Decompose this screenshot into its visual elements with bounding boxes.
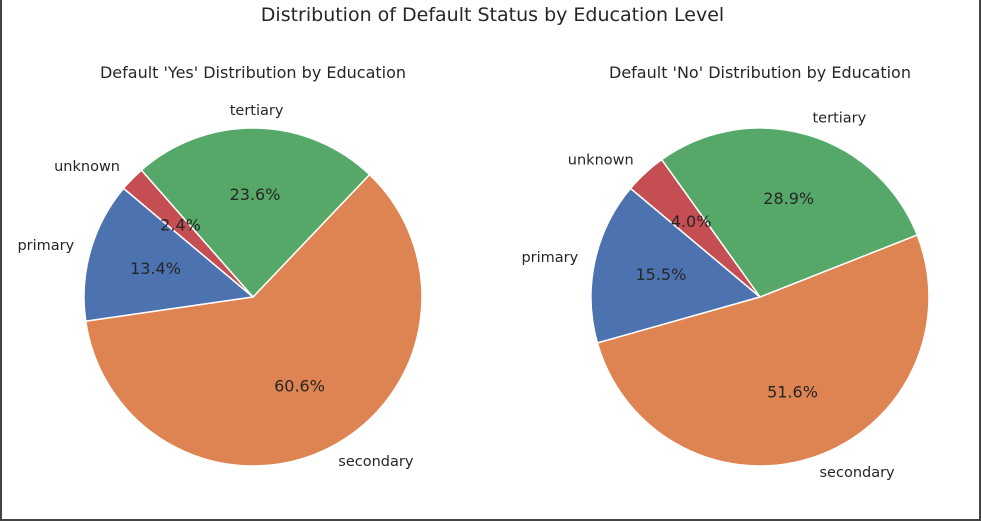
category-label-no-unknown: unknown [568,153,634,169]
pie-title-yes: Default 'Yes' Distribution by Education [100,63,406,82]
pie-slice-no-primary [590,187,761,344]
pie-slice-no-secondary [596,234,930,467]
category-label-yes-unknown: unknown [54,159,120,175]
category-label-no-tertiary: tertiary [813,111,867,127]
pie-slice-no-unknown [629,158,761,298]
pie-slice-yes-tertiary [140,127,371,298]
pie-chart-yes: Default 'Yes' Distribution by Education p… [17,63,423,470]
figure-title: Distribution of Default Status by Educat… [260,4,725,26]
percent-label-yes-unknown: 2.4% [160,216,201,235]
category-label-no-secondary: secondary [820,465,896,481]
category-label-no-primary: primary [521,250,578,266]
category-label-yes-tertiary: tertiary [230,103,284,119]
pie-slice-yes-unknown [122,169,254,298]
category-label-yes-secondary: secondary [338,454,414,470]
pie-slice-no-tertiary [660,127,918,298]
pie-title-no: Default 'No' Distribution by Education [609,63,911,82]
category-label-yes-primary: primary [17,238,74,254]
percent-label-no-primary: 15.5% [635,265,686,284]
pie-slice-yes-secondary [84,173,423,467]
pie-chart-no: Default 'No' Distribution by Education pr… [521,63,930,481]
pie-slice-yes-primary [83,187,254,322]
percent-label-no-unknown: 4.0% [671,212,712,231]
percent-label-yes-tertiary: 23.6% [230,185,281,204]
percent-label-yes-secondary: 60.6% [274,377,325,396]
percent-label-yes-primary: 13.4% [130,259,181,278]
percent-label-no-secondary: 51.6% [767,383,818,402]
percent-label-no-tertiary: 28.9% [763,189,814,208]
